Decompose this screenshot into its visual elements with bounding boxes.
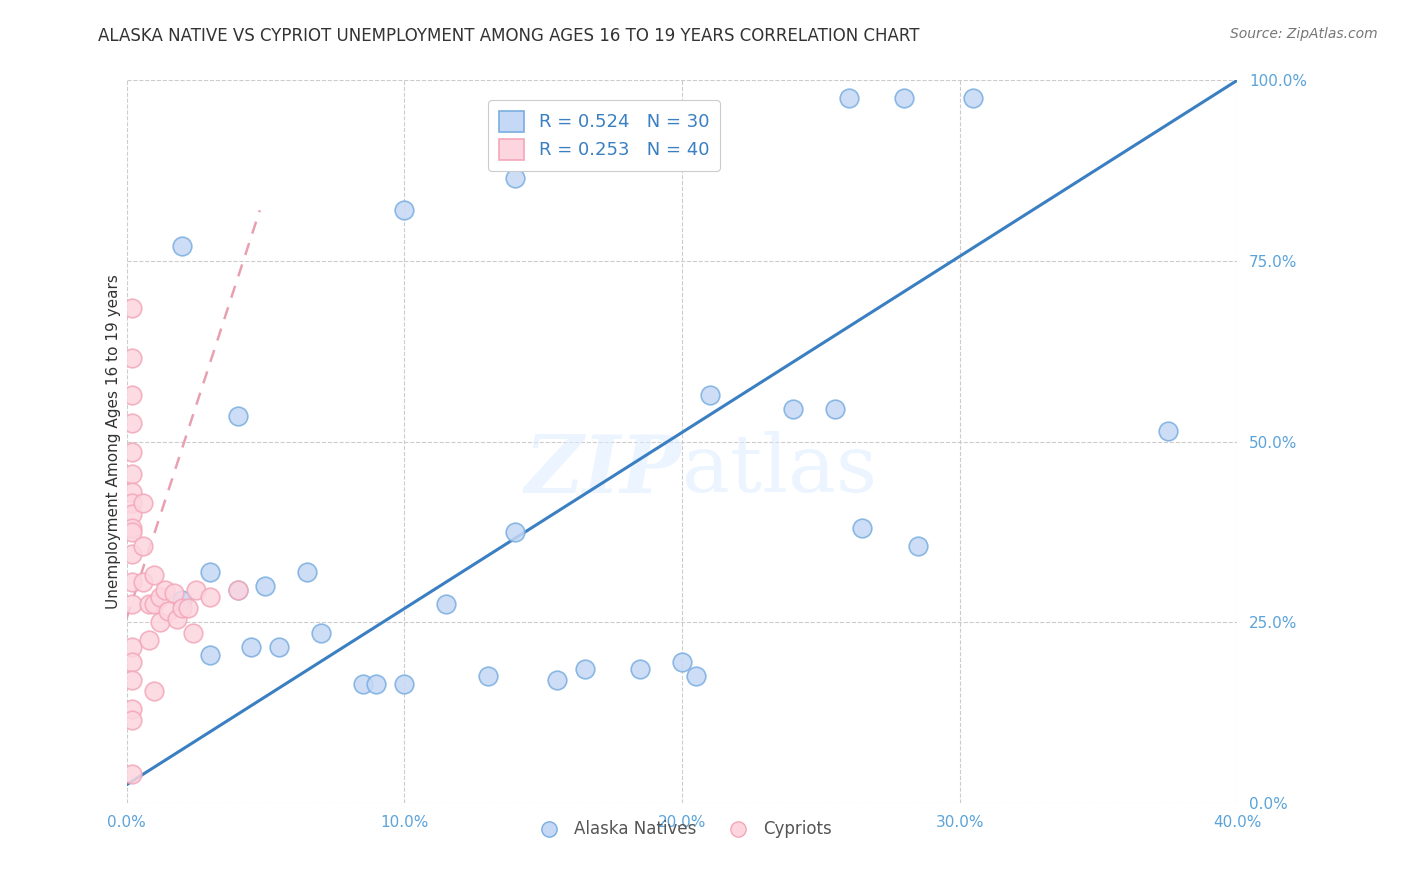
Text: ALASKA NATIVE VS CYPRIOT UNEMPLOYMENT AMONG AGES 16 TO 19 YEARS CORRELATION CHAR: ALASKA NATIVE VS CYPRIOT UNEMPLOYMENT AM…: [98, 27, 920, 45]
Point: [132, 496, 155, 510]
Point: [121, 521, 143, 535]
Point: [503, 524, 526, 539]
Point: [574, 662, 596, 676]
Legend: Alaska Natives, Cypriots: Alaska Natives, Cypriots: [526, 814, 838, 845]
Point: [121, 467, 143, 481]
Point: [394, 203, 416, 218]
Point: [121, 507, 143, 521]
Point: [962, 91, 984, 105]
Point: [477, 669, 499, 683]
Point: [143, 568, 166, 582]
Point: [143, 683, 166, 698]
Point: [121, 702, 143, 716]
Point: [121, 575, 143, 590]
Point: [121, 673, 143, 687]
Point: [226, 582, 249, 597]
Point: [824, 402, 846, 417]
Point: [121, 351, 143, 366]
Point: [138, 597, 160, 611]
Point: [699, 387, 721, 401]
Point: [546, 673, 568, 687]
Point: [503, 170, 526, 185]
Point: [149, 590, 172, 604]
Point: [198, 590, 221, 604]
Point: [240, 640, 263, 655]
Point: [121, 301, 143, 315]
Text: atlas: atlas: [682, 432, 877, 509]
Point: [121, 767, 143, 781]
Point: [138, 633, 160, 648]
Point: [143, 597, 166, 611]
Point: [671, 655, 693, 669]
Point: [132, 539, 155, 553]
Point: [166, 611, 188, 625]
Y-axis label: Unemployment Among Ages 16 to 19 years: Unemployment Among Ages 16 to 19 years: [105, 274, 121, 609]
Point: [226, 582, 249, 597]
Point: [907, 539, 929, 553]
Point: [121, 713, 143, 727]
Point: [198, 565, 221, 579]
Point: [157, 604, 180, 618]
Point: [1157, 424, 1180, 438]
Point: [628, 662, 651, 676]
Point: [121, 387, 143, 401]
Point: [295, 565, 318, 579]
Point: [685, 669, 707, 683]
Point: [121, 485, 143, 500]
Point: [121, 547, 143, 561]
Point: [132, 575, 155, 590]
Point: [121, 655, 143, 669]
Point: [121, 496, 143, 510]
Point: [121, 597, 143, 611]
Point: [121, 445, 143, 459]
Point: [155, 582, 177, 597]
Point: [434, 597, 457, 611]
Point: [782, 402, 804, 417]
Point: [121, 417, 143, 431]
Point: [172, 593, 194, 607]
Point: [181, 626, 204, 640]
Point: [309, 626, 332, 640]
Text: Source: ZipAtlas.com: Source: ZipAtlas.com: [1230, 27, 1378, 41]
Point: [269, 640, 291, 655]
Point: [851, 521, 873, 535]
Point: [366, 676, 388, 690]
Point: [163, 586, 186, 600]
Point: [121, 640, 143, 655]
Text: ZIP: ZIP: [524, 432, 682, 509]
Point: [172, 600, 194, 615]
Point: [172, 239, 194, 253]
Point: [184, 582, 207, 597]
Point: [352, 676, 374, 690]
Point: [198, 648, 221, 662]
Point: [149, 615, 172, 630]
Point: [893, 91, 915, 105]
Point: [394, 676, 416, 690]
Point: [254, 579, 277, 593]
Point: [121, 524, 143, 539]
Point: [176, 600, 198, 615]
Point: [226, 409, 249, 424]
Point: [838, 91, 860, 105]
